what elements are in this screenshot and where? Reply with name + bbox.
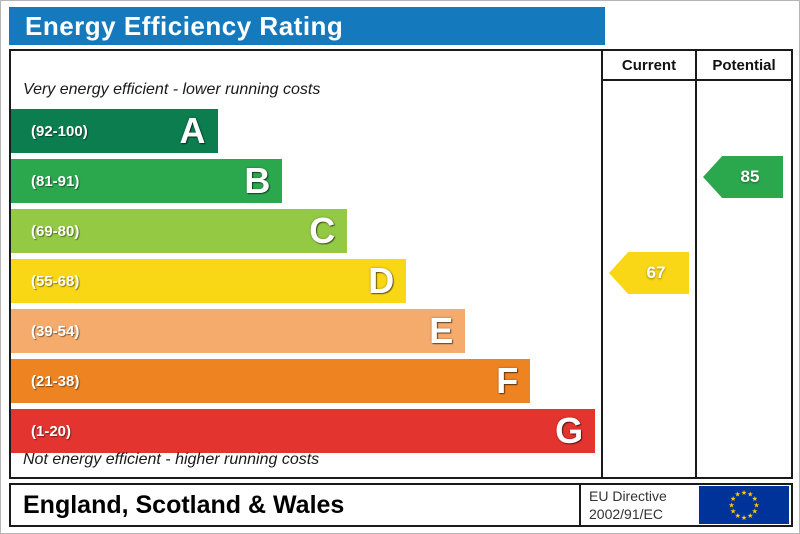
band-range-label: (21-38) <box>31 372 80 390</box>
bottom-note: Not energy efficient - higher running co… <box>23 451 320 468</box>
band-range-label: (92-100) <box>31 122 88 140</box>
band-bar-b: (81-91) B <box>11 159 283 203</box>
band-row-g: (1-20) G <box>11 409 601 457</box>
band-row-a: (92-100) A <box>11 109 601 157</box>
potential-rating-arrow: 85 <box>703 156 783 198</box>
current-rating-arrow: 67 <box>609 252 689 294</box>
svg-text:★: ★ <box>730 495 736 503</box>
page-title: Energy Efficiency Rating <box>9 7 605 45</box>
band-letter: G <box>555 410 584 451</box>
band-bar-g: (1-20) G <box>11 409 596 453</box>
footer-bar: England, Scotland & Wales EU Directive 2… <box>9 483 793 527</box>
band-letter: F <box>496 360 519 401</box>
potential-column-body: 85 <box>697 81 791 477</box>
svg-text:★: ★ <box>735 491 741 499</box>
potential-rating-value: 85 <box>740 167 760 186</box>
potential-column: Potential 85 <box>697 51 791 477</box>
eu-flag-icon: ★ ★★★★★★★★★★★ <box>699 486 789 524</box>
band-row-e: (39-54) E <box>11 309 601 357</box>
eu-directive-line1: EU Directive <box>589 487 667 504</box>
band-range-label: (39-54) <box>31 322 80 340</box>
band-row-f: (21-38) F <box>11 359 601 407</box>
current-column-body: 67 <box>603 81 695 477</box>
band-range-label: (81-91) <box>31 172 80 190</box>
band-bar-e: (39-54) E <box>11 309 466 353</box>
band-range-label: (1-20) <box>31 422 72 440</box>
svg-text:★: ★ <box>741 489 747 497</box>
region-label: England, Scotland & Wales <box>23 490 345 519</box>
rating-table: Very energy efficient - lower running co… <box>9 49 793 479</box>
svg-text:★: ★ <box>752 508 758 516</box>
rating-bands: (92-100) A (81-91) B (69-80) C (55-68) D (39-54)… <box>11 107 601 453</box>
svg-text:★: ★ <box>735 512 741 520</box>
current-column-header: Current <box>603 51 695 81</box>
band-bar-c: (69-80) C <box>11 209 348 253</box>
band-letter: B <box>244 160 271 201</box>
eu-directive-text: EU Directive 2002/91/EC <box>589 487 667 523</box>
svg-text:★: ★ <box>730 508 736 516</box>
svg-text:★: ★ <box>728 501 734 509</box>
current-column: Current 67 <box>603 51 697 477</box>
potential-column-header: Potential <box>697 51 791 81</box>
svg-text:★: ★ <box>747 491 753 499</box>
band-letter: D <box>368 260 395 301</box>
eu-directive-line2: 2002/91/EC <box>589 506 663 522</box>
band-row-b: (81-91) B <box>11 159 601 207</box>
band-letter: C <box>309 210 336 251</box>
svg-text:★: ★ <box>747 512 753 520</box>
svg-text:★: ★ <box>752 495 758 503</box>
band-row-d: (55-68) D <box>11 259 601 307</box>
band-letter: A <box>179 110 206 151</box>
band-range-label: (55-68) <box>31 272 80 290</box>
eu-directive-section: EU Directive 2002/91/EC ★ ★ ★ ★ ★ ★ ★ ★ ★ ★ ★ ★ <box>579 485 791 525</box>
band-range-label: (69-80) <box>31 222 80 240</box>
top-note: Very energy efficient - lower running co… <box>23 81 321 98</box>
band-bar-a: (92-100) A <box>11 109 218 153</box>
band-bar-d: (55-68) D <box>11 259 407 303</box>
svg-text:★: ★ <box>741 514 747 522</box>
band-letter: E <box>429 310 454 351</box>
rating-chart-column: Very energy efficient - lower running co… <box>11 51 603 477</box>
svg-text:★: ★ <box>753 501 759 509</box>
band-bar-f: (21-38) F <box>11 359 531 403</box>
current-rating-value: 67 <box>646 263 666 282</box>
band-row-c: (69-80) C <box>11 209 601 257</box>
